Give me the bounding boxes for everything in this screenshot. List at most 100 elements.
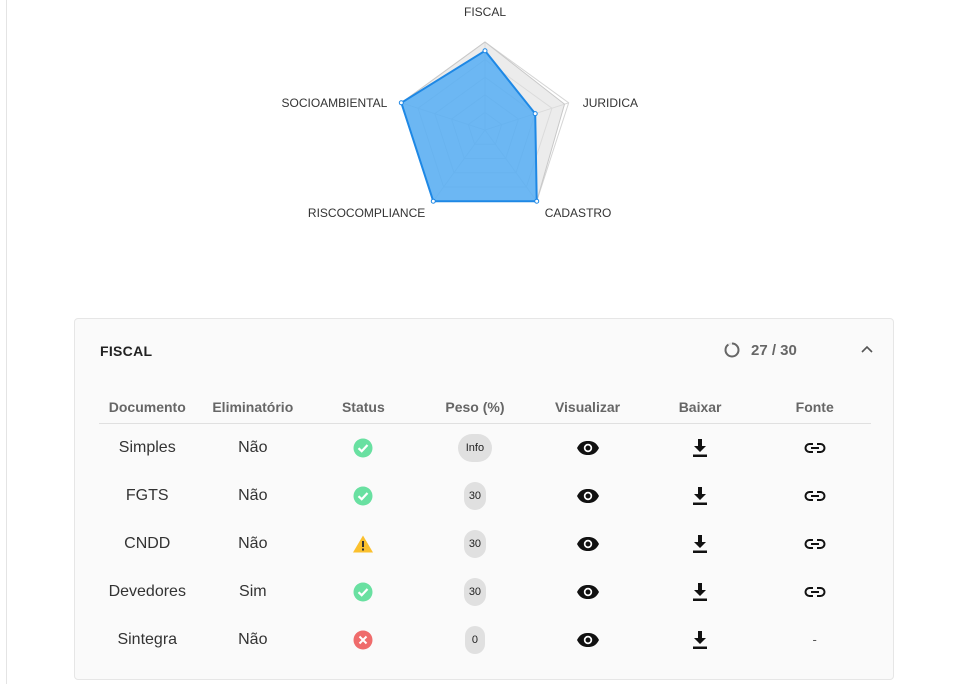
radar-axis-label: FISCAL (464, 5, 506, 19)
link-icon (804, 442, 826, 453)
fonte-link-button[interactable] (804, 535, 826, 552)
eye-icon (576, 632, 599, 647)
cell-baixar (642, 568, 759, 616)
baixar-button[interactable] (692, 439, 708, 457)
cell-visualizar (533, 520, 642, 568)
cell-visualizar (533, 616, 642, 664)
cell-baixar (642, 616, 759, 664)
table-row: Sintegra Não 0 - (99, 616, 871, 664)
cell-peso: 30 (417, 472, 534, 520)
page-left-border (6, 0, 7, 684)
radar-series-area (400, 49, 538, 203)
cell-visualizar (533, 424, 642, 473)
cell-eliminatorio: Não (238, 535, 268, 552)
peso-badge: 0 (464, 626, 485, 654)
progress-count: 27 / 30 (751, 341, 797, 359)
baixar-button[interactable] (692, 535, 708, 553)
eye-icon (576, 440, 599, 455)
radar-point (482, 48, 488, 54)
cell-status (310, 424, 417, 473)
download-icon (693, 535, 708, 553)
cell-documento: Simples (118, 439, 176, 456)
header-baixar: Baixar (641, 391, 759, 424)
peso-badge: 30 (463, 578, 487, 606)
header-visualizar: Visualizar (533, 391, 642, 424)
cell-documento: Devedores (108, 583, 186, 600)
eye-icon (576, 488, 599, 503)
table-row: Devedores Sim 30 (99, 568, 871, 616)
fiscal-section-card: FISCAL 27 / 30 Documento Eliminatório St… (74, 318, 894, 680)
cell-eliminatorio: Não (238, 439, 268, 456)
visualizar-button[interactable] (576, 535, 600, 552)
cell-fonte (758, 424, 871, 473)
peso-badge: 30 (463, 482, 487, 510)
link-icon (804, 490, 826, 501)
download-icon (693, 487, 708, 505)
check-circle-icon (353, 438, 373, 458)
radar-axis-label: SOCIOAMBIENTAL (282, 96, 388, 110)
visualizar-button[interactable] (576, 631, 600, 648)
header-status: Status (310, 391, 417, 424)
eye-icon (576, 584, 599, 599)
cell-documento: FGTS (125, 487, 169, 504)
table-row: FGTS Não 30 (99, 472, 871, 520)
collapse-button[interactable] (857, 339, 877, 359)
cell-documento: CNDD (124, 535, 171, 552)
cell-fonte (758, 520, 871, 568)
link-icon (804, 586, 826, 597)
download-icon (693, 439, 708, 457)
cell-peso: Info (417, 424, 534, 473)
cell-visualizar (533, 568, 642, 616)
fonte-empty: - (812, 632, 817, 647)
cell-baixar (642, 472, 759, 520)
cell-documento: Sintegra (117, 631, 178, 648)
eye-icon (576, 536, 599, 551)
baixar-button[interactable] (692, 583, 708, 601)
cell-peso: 0 (417, 616, 534, 664)
radar-axis-label: RISCOCOMPLIANCE (308, 206, 425, 220)
cell-status (310, 520, 417, 568)
header-eliminatorio: Eliminatório (195, 391, 311, 424)
header-documento: Documento (99, 391, 196, 424)
radar-point (430, 198, 436, 204)
link-icon (804, 538, 826, 549)
baixar-button[interactable] (692, 487, 708, 505)
cell-eliminatorio: Não (238, 487, 268, 504)
radar-axis-label: JURIDICA (583, 96, 638, 110)
close-circle-icon (353, 630, 373, 650)
peso-badge[interactable]: Info (457, 434, 493, 462)
chevron-up-icon (861, 345, 873, 353)
cell-peso: 30 (417, 568, 534, 616)
radar-point (532, 111, 538, 117)
section-progress: 27 / 30 (723, 341, 797, 359)
cell-status (310, 472, 417, 520)
visualizar-button[interactable] (576, 583, 600, 600)
check-circle-icon (353, 582, 373, 602)
header-fonte: Fonte (758, 391, 871, 424)
cell-peso: 30 (417, 520, 534, 568)
documents-table: Documento Eliminatório Status Peso (%) V… (99, 391, 871, 664)
peso-badge: 30 (463, 530, 487, 558)
fonte-link-button[interactable] (804, 583, 826, 600)
download-icon (693, 631, 708, 649)
radar-point (534, 198, 540, 204)
cell-status (310, 616, 417, 664)
baixar-button[interactable] (692, 631, 708, 649)
visualizar-button[interactable] (576, 487, 600, 504)
cell-eliminatorio: Não (238, 631, 268, 648)
fonte-link-button[interactable] (804, 487, 826, 504)
cell-eliminatorio: Sim (239, 583, 267, 600)
cell-fonte (758, 472, 871, 520)
download-icon (693, 583, 708, 601)
cell-baixar (642, 520, 759, 568)
cell-fonte (758, 568, 871, 616)
cell-baixar (642, 424, 759, 473)
table-row: Simples Não Info (99, 424, 871, 473)
header-peso: Peso (%) (416, 391, 534, 424)
table-header-row: Documento Eliminatório Status Peso (%) V… (99, 391, 871, 424)
fonte-link-button[interactable] (804, 439, 826, 456)
cell-status (310, 568, 417, 616)
visualizar-button[interactable] (576, 439, 600, 456)
table-row: CNDD Não 30 (99, 520, 871, 568)
radar-point (398, 100, 404, 106)
